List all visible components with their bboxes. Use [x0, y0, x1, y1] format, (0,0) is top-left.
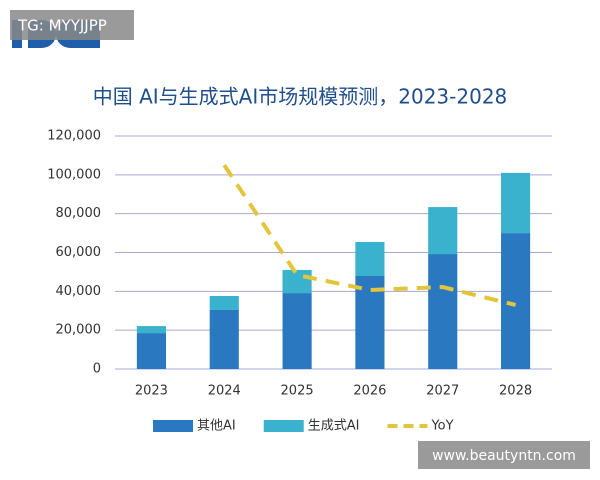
x-tick-label: 2024: [208, 384, 241, 399]
watermark-box: [418, 441, 590, 469]
x-tick-label: 2027: [426, 384, 459, 399]
bar-segment: [136, 333, 166, 369]
y-tick-label: 100,000: [47, 167, 101, 182]
bar-segment: [501, 172, 531, 234]
x-tick-label: 2023: [135, 384, 168, 399]
y-tick-label: 60,000: [56, 245, 102, 260]
legend-swatch: [153, 420, 193, 432]
x-tick-label: 2026: [353, 384, 386, 399]
legend-swatch: [263, 420, 304, 432]
x-tick-label: 2025: [281, 384, 314, 399]
y-tick-label: 0: [93, 362, 101, 377]
legend-label: YoY: [430, 419, 453, 434]
y-tick-label: 20,000: [56, 323, 102, 338]
y-tick-label: 120,000: [47, 129, 101, 144]
watermark-box: [10, 10, 134, 40]
y-tick-label: 80,000: [56, 206, 102, 221]
bar-segment: [209, 309, 239, 369]
y-tick-label: 40,000: [56, 284, 102, 299]
x-tick-label: 2028: [499, 384, 532, 399]
bar-segment: [282, 293, 312, 369]
bar-segment: [355, 242, 385, 276]
chart-title: 中国 AI与生成式AI市场规模预测，2023-2028: [93, 85, 508, 109]
watermark: www.beautyntn.com: [432, 448, 576, 464]
watermark: TG: MYYJJPP: [17, 17, 107, 35]
bar-segment: [282, 269, 312, 294]
bar-segment: [501, 233, 531, 369]
line: [222, 164, 517, 307]
legend-label: 其他AI: [197, 419, 236, 434]
bar-segment: [428, 254, 458, 369]
legend-label: 生成式AI: [308, 419, 360, 434]
bar-segment: [428, 207, 458, 255]
bar-segment: [209, 295, 239, 310]
bar-segment: [136, 326, 166, 334]
